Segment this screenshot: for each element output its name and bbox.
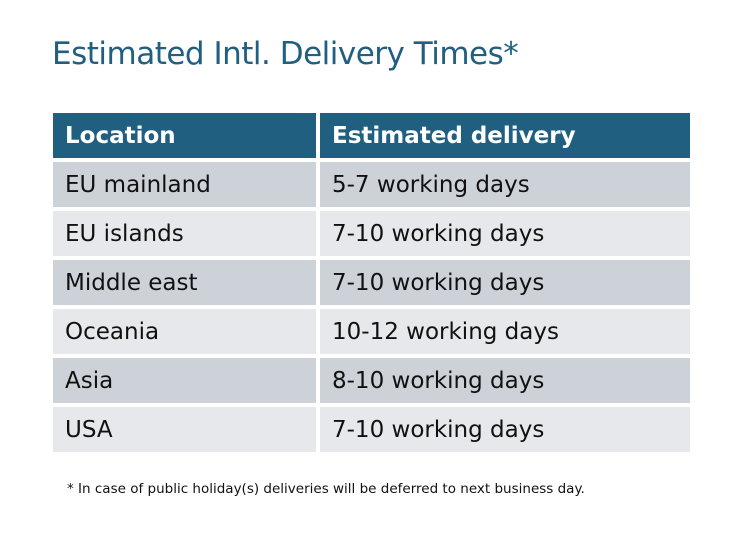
table-row: USA 7-10 working days: [53, 407, 690, 452]
delivery-cell: 7-10 working days: [320, 407, 690, 452]
footnote: * In case of public holiday(s) deliverie…: [67, 481, 585, 497]
delivery-cell: 10-12 working days: [320, 309, 690, 354]
header-estimated-delivery: Estimated delivery: [320, 113, 690, 158]
page-title: Estimated Intl. Delivery Times*: [52, 36, 519, 72]
table-row: Middle east 7-10 working days: [53, 260, 690, 305]
location-cell: EU mainland: [53, 162, 316, 207]
table-row: EU islands 7-10 working days: [53, 211, 690, 256]
header-location: Location: [53, 113, 316, 158]
delivery-cell: 8-10 working days: [320, 358, 690, 403]
table-row: Asia 8-10 working days: [53, 358, 690, 403]
location-cell: Oceania: [53, 309, 316, 354]
table-header-row: Location Estimated delivery: [53, 113, 690, 158]
table-row: EU mainland 5-7 working days: [53, 162, 690, 207]
table-row: Oceania 10-12 working days: [53, 309, 690, 354]
location-cell: Asia: [53, 358, 316, 403]
delivery-cell: 5-7 working days: [320, 162, 690, 207]
location-cell: Middle east: [53, 260, 316, 305]
delivery-times-table: Location Estimated delivery EU mainland …: [53, 113, 690, 456]
delivery-cell: 7-10 working days: [320, 211, 690, 256]
delivery-cell: 7-10 working days: [320, 260, 690, 305]
location-cell: USA: [53, 407, 316, 452]
location-cell: EU islands: [53, 211, 316, 256]
